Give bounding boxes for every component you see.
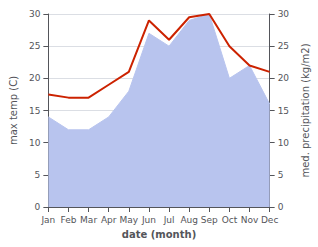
svg-text:Jan: Jan — [40, 215, 55, 225]
svg-text:15: 15 — [278, 106, 289, 116]
svg-text:5: 5 — [278, 170, 284, 180]
svg-text:Apr: Apr — [101, 215, 117, 225]
svg-text:Aug: Aug — [180, 215, 198, 225]
svg-text:Jun: Jun — [141, 215, 156, 225]
svg-text:10: 10 — [278, 138, 290, 148]
svg-text:30: 30 — [278, 9, 290, 19]
svg-text:30: 30 — [29, 9, 41, 19]
svg-text:Oct: Oct — [222, 215, 238, 225]
svg-text:max temp (C): max temp (C) — [8, 76, 19, 145]
svg-text:med. precipitation (kg/m2): med. precipitation (kg/m2) — [300, 43, 311, 177]
svg-text:25: 25 — [29, 41, 40, 51]
svg-text:0: 0 — [278, 202, 284, 212]
svg-text:25: 25 — [278, 41, 289, 51]
svg-text:20: 20 — [278, 73, 290, 83]
svg-text:Jul: Jul — [163, 215, 175, 225]
svg-text:Dec: Dec — [261, 215, 278, 225]
svg-text:0: 0 — [35, 202, 41, 212]
svg-text:Sep: Sep — [201, 215, 218, 225]
svg-text:Mar: Mar — [80, 215, 97, 225]
svg-text:10: 10 — [29, 138, 41, 148]
svg-text:Feb: Feb — [61, 215, 77, 225]
svg-text:15: 15 — [29, 106, 40, 116]
svg-text:date (month): date (month) — [122, 229, 196, 240]
svg-text:May: May — [120, 215, 139, 225]
svg-text:5: 5 — [35, 170, 41, 180]
svg-text:20: 20 — [29, 73, 41, 83]
svg-text:Nov: Nov — [241, 215, 259, 225]
